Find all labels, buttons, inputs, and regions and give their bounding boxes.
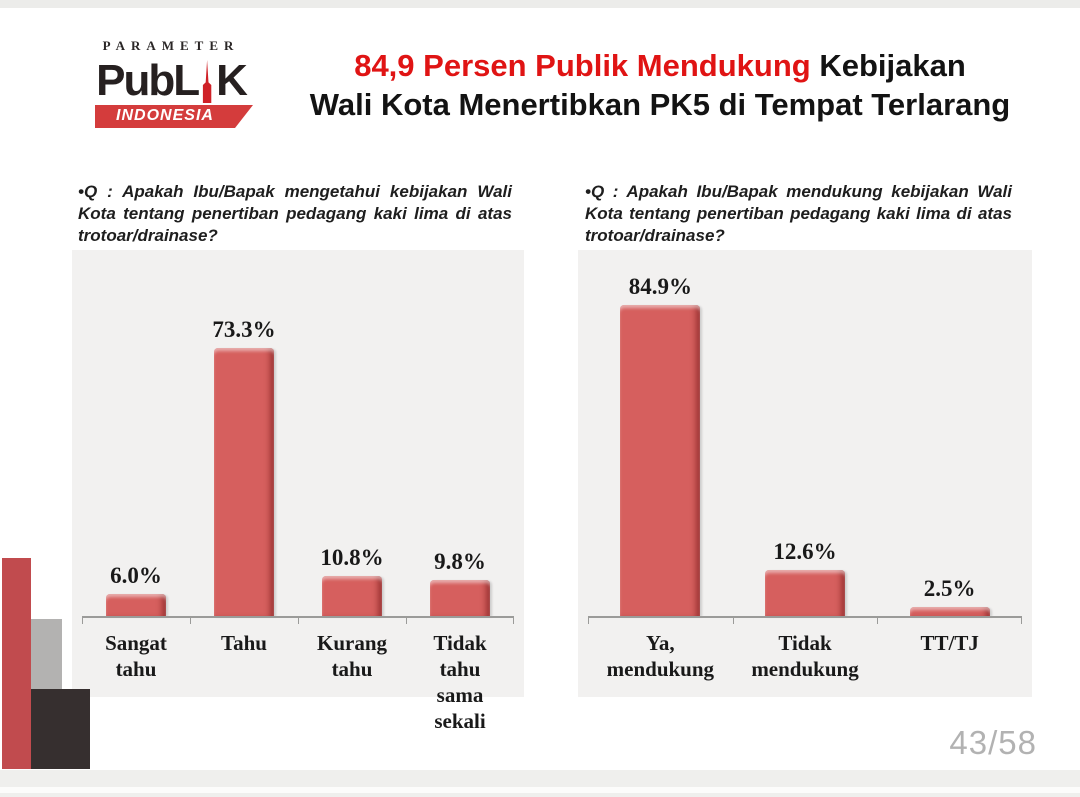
- title-line1-rest: Kebijakan: [810, 48, 966, 83]
- category-label: Sangat tahu: [82, 618, 190, 734]
- chart-plot-awareness: 6.0% 73.3% 10.8% 9.8%: [72, 250, 524, 616]
- question-support: •Q : Apakah Ibu/Bapak mendukung kebijaka…: [585, 182, 1012, 245]
- chart-labels-support: Ya, mendukung Tidak mendukung TT/TJ: [588, 616, 1022, 682]
- bar: [430, 580, 490, 616]
- logo-indonesia-banner: INDONESIA: [95, 105, 253, 128]
- bar-column: 73.3%: [190, 250, 298, 616]
- title-highlight: 84,9 Persen Publik Mendukung: [354, 48, 811, 83]
- bar: [909, 607, 990, 616]
- category-label: TT/TJ: [877, 618, 1022, 682]
- logo-publik-text: PubL K: [95, 55, 248, 105]
- title-line1: 84,9 Persen Publik Mendukung Kebijakan: [270, 46, 1050, 85]
- category-label: Kurang tahu: [298, 618, 406, 734]
- title-line2: Wali Kota Menertibkan PK5 di Tempat Terl…: [309, 87, 1011, 122]
- category-label: Tahu: [190, 618, 298, 734]
- logo-parameter-text: PARAMETER: [102, 38, 240, 53]
- bar-column: 2.5%: [877, 250, 1022, 616]
- bar-column: 12.6%: [733, 250, 878, 616]
- footer-strip: [0, 787, 1080, 793]
- bar-value-label: 10.8%: [320, 545, 384, 570]
- chart-plot-support: 84.9% 12.6% 2.5%: [578, 250, 1032, 616]
- bar-value-label: 2.5%: [923, 576, 976, 601]
- page-number: 43/58: [949, 724, 1037, 761]
- logo-publik-right: K: [216, 56, 248, 105]
- bar-value-label: 84.9%: [628, 274, 692, 299]
- category-label: Tidak tahu sama sekali: [406, 618, 514, 734]
- chart-panel-support: 84.9% 12.6% 2.5% Ya, mendukung Tidak menduk…: [578, 250, 1032, 697]
- bar-column: 84.9%: [588, 250, 733, 616]
- question-awareness: •Q : Apakah Ibu/Bapak mengetahui kebijak…: [78, 182, 512, 245]
- bar: [765, 570, 845, 616]
- category-label: Ya, mendukung: [588, 618, 733, 682]
- bar-column: 9.8%: [406, 250, 514, 616]
- bar-value-label: 73.3%: [212, 317, 276, 342]
- slide-title: 84,9 Persen Publik Mendukung Kebijakan W…: [270, 46, 1050, 124]
- bar: [322, 576, 382, 616]
- decorative-red-square: [2, 558, 31, 769]
- bar: [620, 305, 701, 616]
- top-band: [0, 0, 1080, 8]
- bar-column: 10.8%: [298, 250, 406, 616]
- bar: [214, 348, 274, 616]
- logo-publik-left: PubL: [96, 56, 200, 105]
- bar-value-label: 6.0%: [110, 563, 162, 588]
- bar-value-label: 12.6%: [773, 539, 837, 564]
- parameter-publik-logo: PARAMETER PubL K INDONESIA: [95, 38, 253, 128]
- bar: [106, 594, 166, 616]
- chart-labels-awareness: Sangat tahu Tahu Kurang tahu Tidak tahu sam…: [82, 616, 514, 734]
- footer-band: [0, 770, 1080, 797]
- decorative-dark-square: [31, 689, 90, 769]
- bar-column: 6.0%: [82, 250, 190, 616]
- monas-monument-icon: [202, 60, 212, 103]
- category-label: Tidak mendukung: [732, 618, 878, 682]
- chart-panel-awareness: 6.0% 73.3% 10.8% 9.8% Sangat tahu Tahu Kurang…: [72, 250, 524, 733]
- bar-value-label: 9.8%: [434, 549, 486, 574]
